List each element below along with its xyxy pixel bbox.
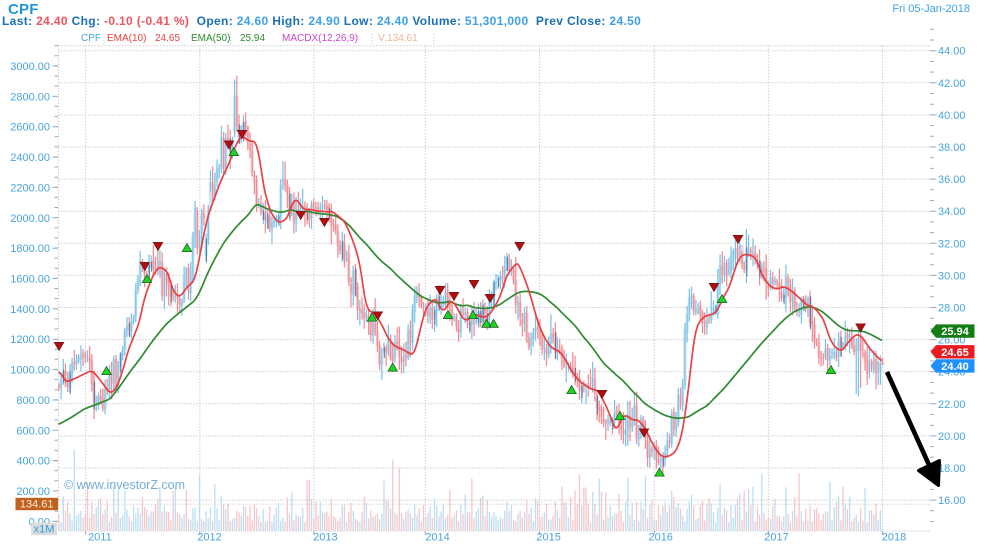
svg-text:2000.00: 2000.00	[10, 213, 50, 225]
svg-text:32.00: 32.00	[938, 238, 966, 250]
svg-text:1400.00: 1400.00	[10, 304, 50, 316]
svg-text:28.00: 28.00	[938, 303, 966, 315]
svg-text:x1M: x1M	[34, 524, 55, 536]
svg-text:2014: 2014	[425, 532, 449, 544]
svg-text:1600.00: 1600.00	[10, 274, 50, 286]
svg-text:44.00: 44.00	[938, 46, 966, 58]
svg-text:2018: 2018	[882, 532, 906, 544]
svg-text:© www.investorZ.com: © www.investorZ.com	[64, 478, 185, 492]
svg-text:134.61: 134.61	[20, 499, 54, 511]
svg-text:25.94: 25.94	[941, 326, 969, 338]
svg-text:1200.00: 1200.00	[10, 334, 50, 346]
svg-text:3000.00: 3000.00	[10, 61, 50, 73]
svg-text:2015: 2015	[536, 532, 560, 544]
svg-text:16.00: 16.00	[938, 495, 966, 507]
svg-text:2400.00: 2400.00	[10, 152, 50, 164]
svg-text:20.00: 20.00	[938, 431, 966, 443]
svg-text:400.00: 400.00	[16, 456, 50, 468]
svg-text:40.00: 40.00	[938, 110, 966, 122]
svg-text:2011: 2011	[88, 532, 112, 544]
svg-text:2013: 2013	[313, 532, 337, 544]
svg-text:36.00: 36.00	[938, 174, 966, 186]
svg-text:2017: 2017	[764, 532, 788, 544]
svg-text:600.00: 600.00	[16, 425, 50, 437]
svg-text:2016: 2016	[648, 532, 672, 544]
svg-text:1800.00: 1800.00	[10, 243, 50, 255]
svg-text:24.65: 24.65	[941, 347, 969, 359]
svg-text:2012: 2012	[197, 532, 221, 544]
svg-text:800.00: 800.00	[16, 395, 50, 407]
svg-text:42.00: 42.00	[938, 78, 966, 90]
svg-text:30.00: 30.00	[938, 270, 966, 282]
svg-text:24.40: 24.40	[941, 361, 969, 373]
svg-text:34.00: 34.00	[938, 206, 966, 218]
svg-text:2200.00: 2200.00	[10, 182, 50, 194]
svg-text:38.00: 38.00	[938, 142, 966, 154]
svg-text:2600.00: 2600.00	[10, 122, 50, 134]
svg-text:22.00: 22.00	[938, 399, 966, 411]
svg-text:200.00: 200.00	[16, 486, 50, 498]
svg-text:1000.00: 1000.00	[10, 365, 50, 377]
svg-text:18.00: 18.00	[938, 463, 966, 475]
svg-text:2800.00: 2800.00	[10, 91, 50, 103]
